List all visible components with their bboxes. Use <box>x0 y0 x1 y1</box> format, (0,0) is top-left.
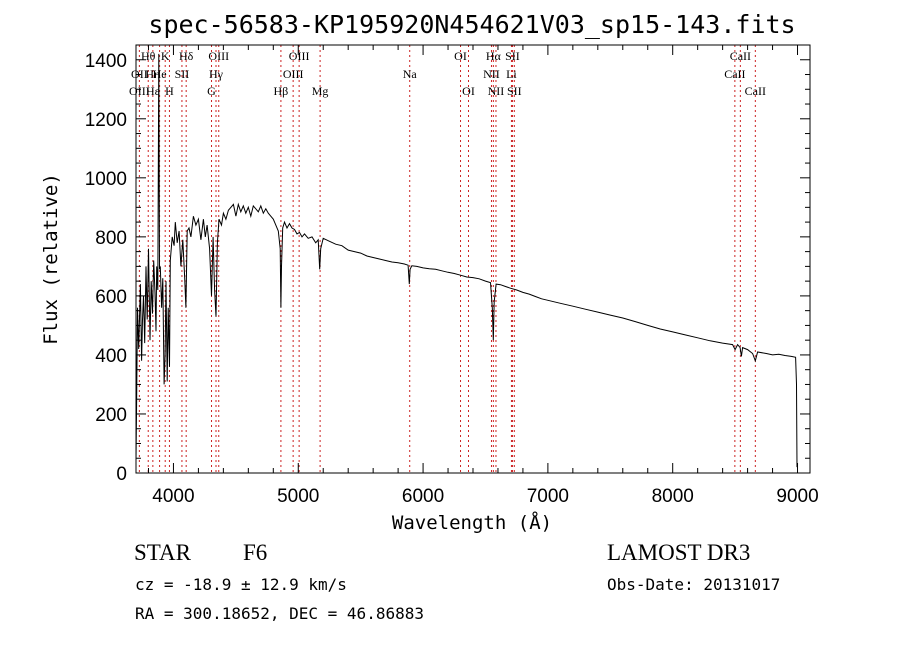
spectral-line-label: Hβ <box>274 84 289 98</box>
spectral-line-markers <box>138 45 756 473</box>
x-tick-label: 8000 <box>652 486 694 507</box>
spectral-line-label: Hη <box>145 67 160 81</box>
spectral-line-label: OIII <box>129 84 150 98</box>
y-tick-label: 200 <box>95 405 127 426</box>
spectral-line-label: OIII <box>208 49 229 63</box>
spectral-line-label: OI <box>462 84 475 98</box>
spectral-line-label: OIII <box>283 67 304 81</box>
spectral-line-label: H <box>165 84 174 98</box>
y-tick-label: 1000 <box>85 169 127 190</box>
spectral-line-label: SII <box>175 67 190 81</box>
y-axis-label: Flux (relative) <box>40 173 62 345</box>
spectral-line-label: OII <box>131 67 148 81</box>
spectral-line-label: Hγ <box>209 67 224 81</box>
survey-name: LAMOST DR3 <box>607 540 751 565</box>
x-tick-label: 6000 <box>402 486 444 507</box>
x-tick-label: 9000 <box>776 486 818 507</box>
spectral-line-label: CaII <box>745 84 766 98</box>
x-tick-label: 5000 <box>277 486 319 507</box>
x-tick-label: 7000 <box>527 486 569 507</box>
spectral-line-label: CaII <box>724 67 745 81</box>
spectral-line-label: OI <box>454 49 467 63</box>
object-subclass: F6 <box>243 540 268 565</box>
spectral-line-label: SII <box>507 84 522 98</box>
spectral-line-label: Hθ <box>141 49 156 63</box>
flux-series-line <box>135 53 798 468</box>
spectral-line-label: NII <box>488 84 505 98</box>
y-tick-label: 400 <box>95 346 127 367</box>
y-tick-label: 1200 <box>85 110 127 131</box>
spectral-line-label: Li <box>506 67 517 81</box>
spectral-line-label: Hα <box>486 49 502 63</box>
spectral-line-label: Mg <box>312 84 329 98</box>
y-tick-label: 800 <box>95 228 127 249</box>
spectral-line-label: Hε <box>146 84 160 98</box>
redshift-velocity: cz = -18.9 ± 12.9 km/s <box>135 575 347 594</box>
spectral-line-label: He <box>153 67 167 81</box>
x-axis-label: Wavelength (Å) <box>392 511 552 534</box>
spectral-line-label: SII <box>505 49 520 63</box>
spectral-line-label: Hδ <box>179 49 194 63</box>
observation-date: Obs-Date: 20131017 <box>607 575 781 594</box>
spectral-line-label: K <box>161 49 170 63</box>
x-axis-ticks: 4000 5000 6000 7000 8000 9000 <box>147 45 819 507</box>
spectral-line-label: NII <box>483 67 500 81</box>
spectral-line-label: Na <box>403 67 418 81</box>
y-tick-label: 1400 <box>85 51 127 72</box>
spectral-line-label: OIII <box>289 49 310 63</box>
y-tick-label: 600 <box>95 287 127 308</box>
y-axis-ticks: 0 200 400 600 800 1000 1200 1400 <box>85 51 810 485</box>
chart-title: spec-56583-KP195920N454621V03_sp15-143.f… <box>148 10 795 39</box>
x-tick-label: 4000 <box>152 486 194 507</box>
spectral-line-label: G <box>207 84 216 98</box>
y-tick-label: 0 <box>116 464 127 485</box>
object-class: STAR <box>134 540 191 565</box>
spectral-line-label: CaII <box>730 49 751 63</box>
coordinates: RA = 300.18652, DEC = 46.86883 <box>135 604 424 623</box>
plot-frame <box>135 44 811 474</box>
